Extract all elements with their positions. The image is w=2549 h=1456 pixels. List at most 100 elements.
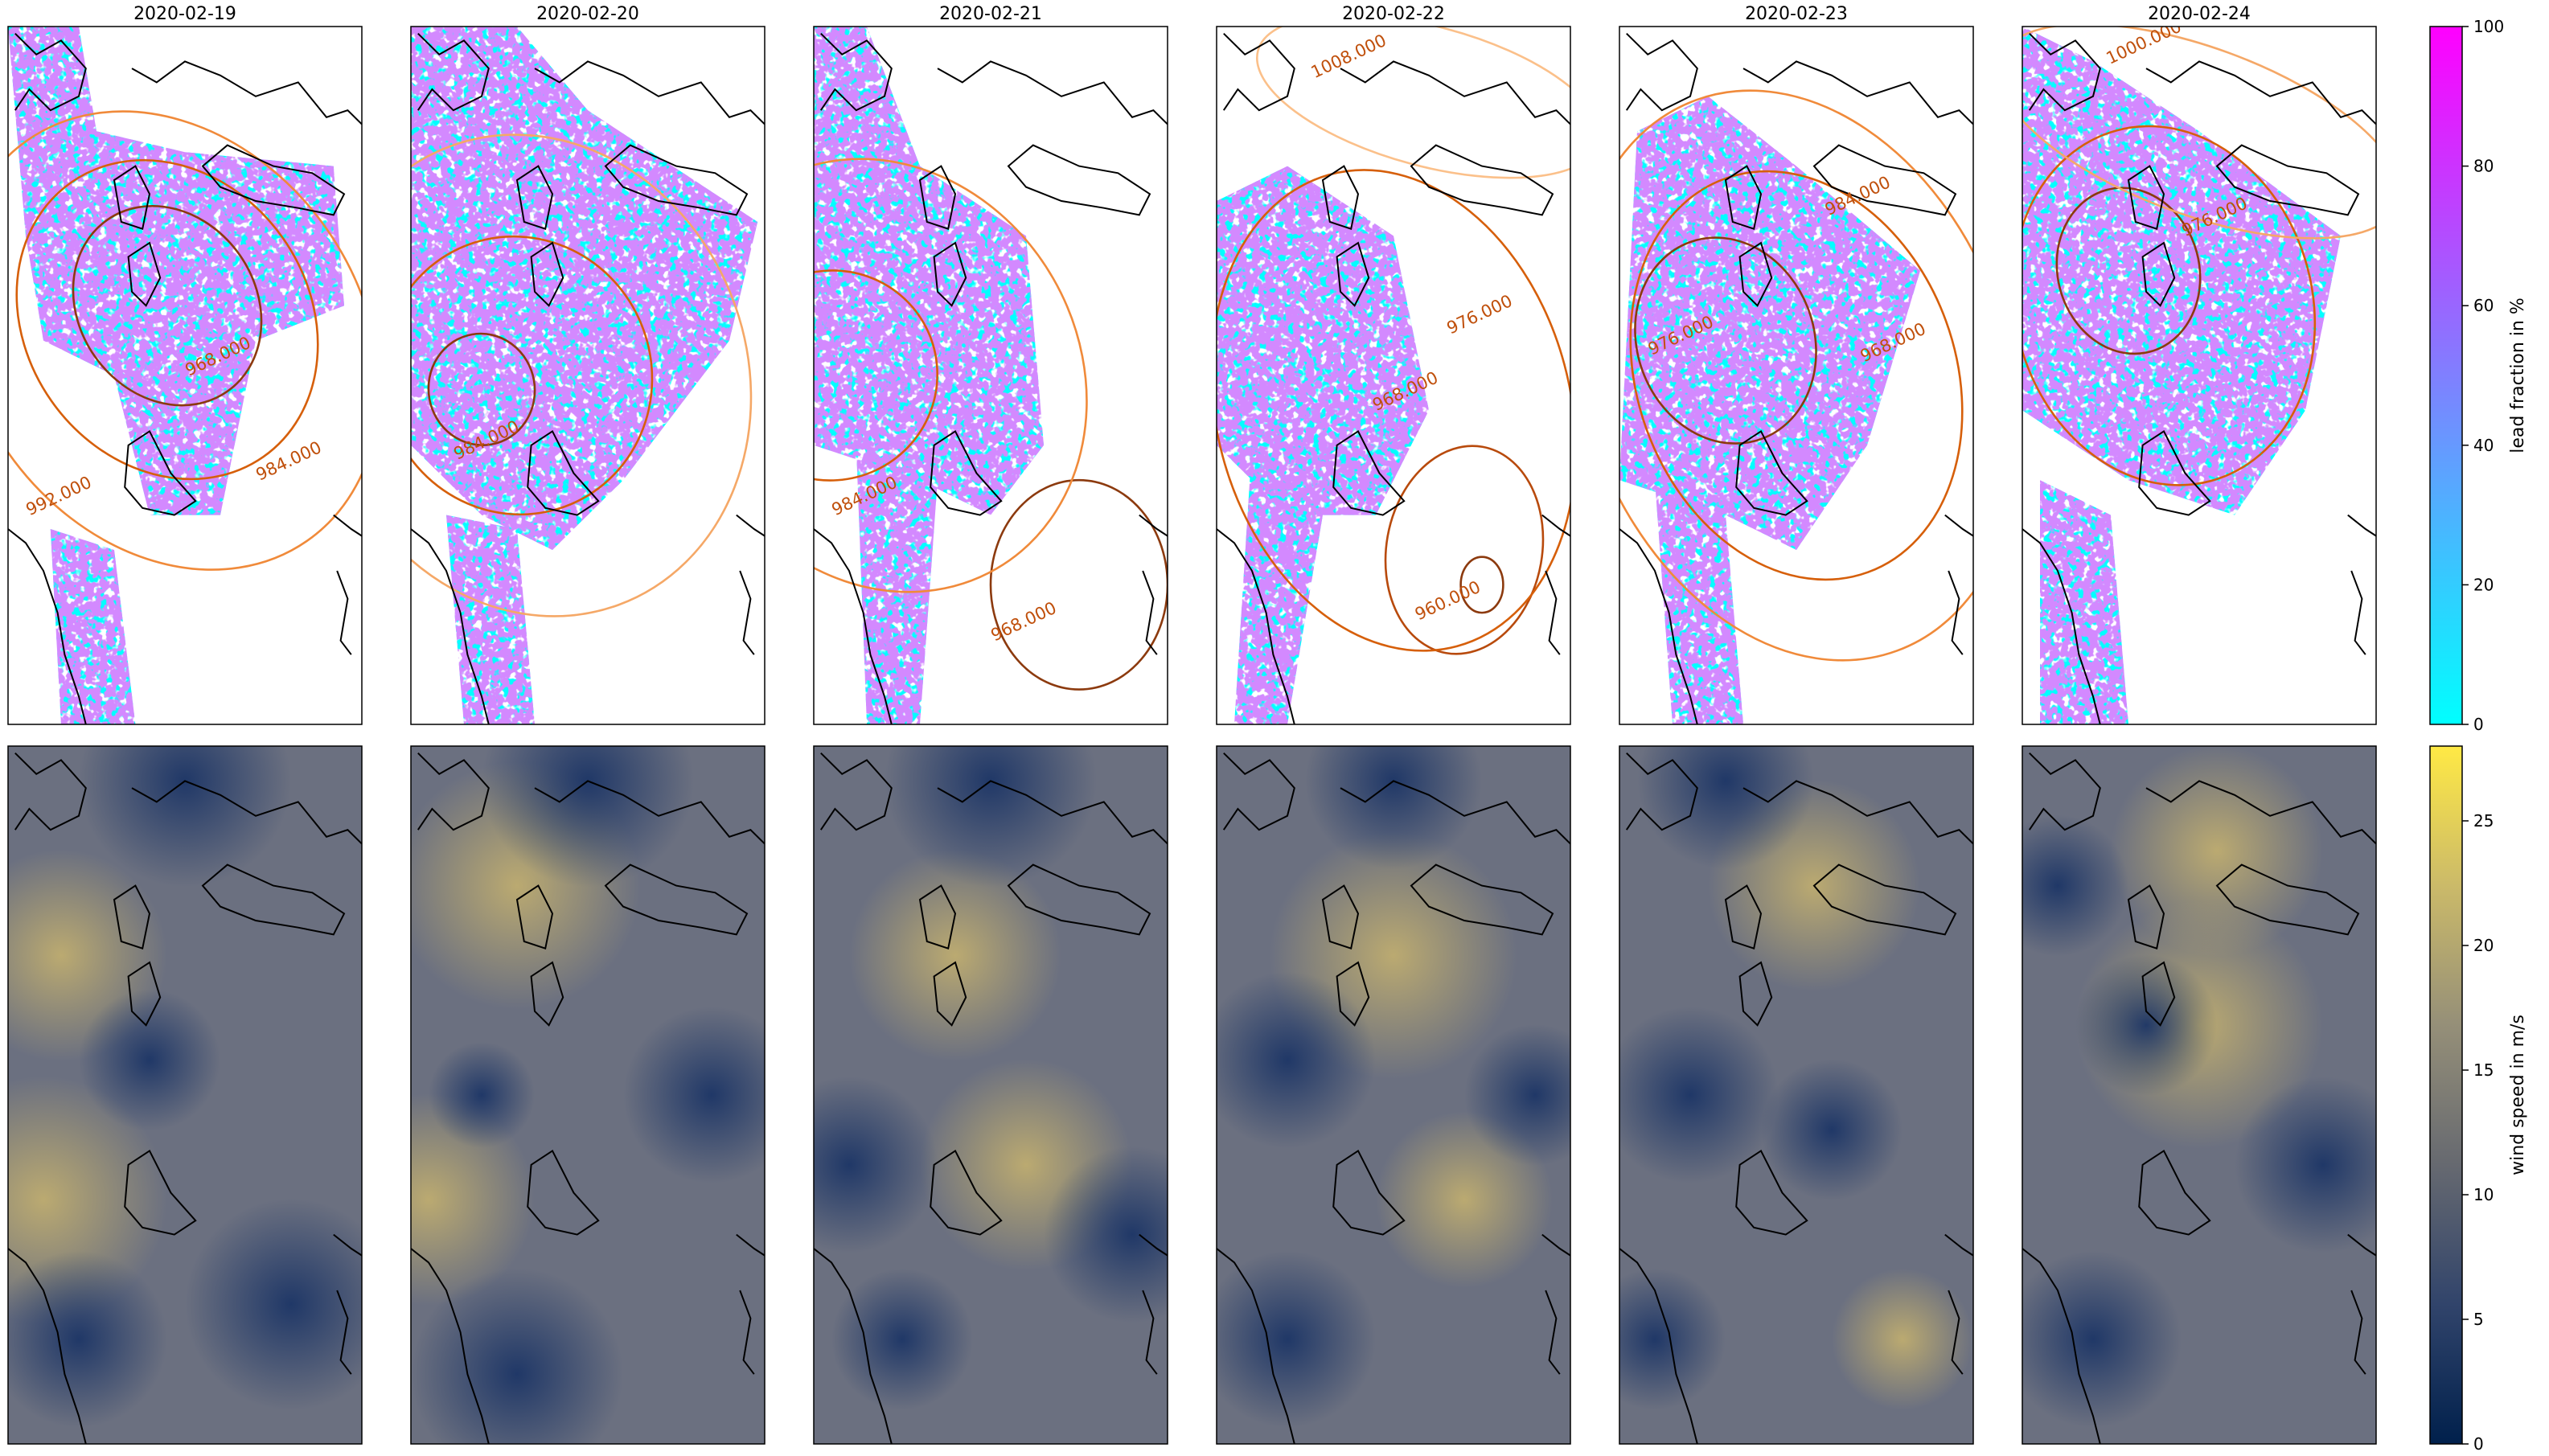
- low-wind-area: [411, 1268, 623, 1444]
- coastline: [814, 528, 893, 724]
- low-wind-area: [2022, 814, 2128, 957]
- coastline: [2215, 144, 2360, 216]
- isobar-contour: [427, 332, 536, 446]
- coastline: [1948, 570, 1964, 655]
- lead-fraction-high: [1234, 445, 1323, 724]
- low-wind-area: [185, 1198, 362, 1411]
- coastline: [127, 961, 162, 1027]
- lead-fraction-high: [856, 445, 938, 724]
- low-wind-area: [1217, 971, 1376, 1149]
- coastline: [1007, 863, 1151, 936]
- colorbar-tick-label: 10: [2473, 1185, 2494, 1204]
- low-wind-area: [482, 746, 694, 888]
- coastline: [1321, 884, 1360, 950]
- coastline: [739, 1290, 755, 1375]
- coastline: [1738, 241, 1773, 307]
- isobar-contour: [8, 110, 362, 571]
- coastline: [2028, 752, 2101, 831]
- coastline: [515, 884, 554, 950]
- coastline: [336, 570, 352, 655]
- colorbar-tick-label: 25: [2473, 811, 2494, 831]
- isobar-contour: [2055, 187, 2202, 355]
- coastline: [336, 1290, 352, 1375]
- coastline: [1948, 1290, 1964, 1375]
- panel-title: 2020-02-19: [133, 4, 236, 24]
- coastline: [604, 144, 749, 216]
- wind-panel-frame: [410, 745, 766, 1445]
- coastline: [814, 1248, 893, 1444]
- coastline: [1336, 961, 1370, 1027]
- coastline: [819, 752, 893, 831]
- coastline: [1625, 32, 1698, 112]
- lead-fraction-high: [1655, 480, 1743, 724]
- coastline: [411, 528, 490, 724]
- coastline: [819, 32, 893, 112]
- high-wind-area: [1832, 1268, 1973, 1410]
- lead-fraction-high: [2040, 480, 2128, 724]
- wind-panel: [813, 745, 1168, 1445]
- colorbar-tick-label: 20: [2473, 936, 2494, 955]
- low-wind-area: [2022, 1250, 2182, 1428]
- colorbar-tick-label: 0: [2473, 1434, 2484, 1454]
- lead-fraction-high: [814, 27, 1044, 515]
- coastline: [1139, 1233, 1168, 1257]
- coastline: [2350, 1290, 2366, 1375]
- coastline: [1738, 961, 1773, 1027]
- lead-panel: 984.000: [410, 26, 766, 725]
- colorbar-tick-label: 15: [2473, 1060, 2494, 1080]
- panel-title: 2020-02-22: [1342, 4, 1445, 24]
- coastline: [736, 1233, 765, 1257]
- colorbar-tick-label: 60: [2473, 296, 2494, 315]
- coastline: [2145, 60, 2376, 125]
- wind-panel: [7, 745, 363, 1445]
- coastline: [2347, 1233, 2376, 1257]
- coastline: [2347, 514, 2376, 537]
- coastline: [131, 60, 362, 125]
- coastline: [1742, 60, 1973, 125]
- wind-panel: [410, 745, 766, 1445]
- colorbar-tick-label: 0: [2473, 715, 2484, 734]
- coastline: [918, 165, 957, 231]
- low-wind-area: [2075, 954, 2217, 1097]
- lead-colorbar: 0 20 40 60 80 100 lead fraction in %: [2429, 17, 2528, 734]
- panel-title: 2020-02-20: [536, 4, 639, 24]
- coastline: [1545, 1290, 1561, 1375]
- coastline: [1812, 144, 1957, 216]
- coastline: [113, 165, 151, 231]
- coastline: [333, 1233, 362, 1257]
- coastline: [1619, 1248, 1698, 1444]
- coastline: [333, 514, 362, 537]
- isobar-contour: [1459, 556, 1504, 614]
- wind-panel-frame: [1216, 745, 1571, 1445]
- coastline: [930, 429, 1003, 516]
- low-wind-area: [2235, 1076, 2376, 1253]
- coastline: [411, 1248, 490, 1444]
- panel-title: 2020-02-21: [939, 4, 1042, 24]
- lead-fraction-high: [411, 27, 758, 550]
- coastline: [2215, 863, 2360, 936]
- isobar-contour: [15, 158, 319, 481]
- coastline: [527, 1149, 600, 1236]
- lead-fraction-high: [446, 515, 535, 724]
- coastline: [937, 60, 1168, 125]
- coastline: [739, 570, 755, 655]
- wind-panel: [1619, 745, 1974, 1445]
- coastline: [8, 1248, 87, 1444]
- coastline: [918, 884, 957, 950]
- coastline: [2141, 961, 2176, 1027]
- isobar-contour: [1634, 236, 1817, 445]
- wind-colorbar-label: wind speed in m/s: [2508, 1015, 2528, 1175]
- coastline: [201, 144, 346, 216]
- lead-fraction-row: 968.000984.000992.000984.000984.000968.0…: [7, 26, 2377, 725]
- coastline: [530, 241, 564, 307]
- coastline: [14, 752, 87, 831]
- panel-titles: 2020-02-19 2020-02-20 2020-02-21 2020-02-22…: [133, 4, 2251, 24]
- low-wind-area: [8, 1250, 167, 1428]
- coastline: [1410, 144, 1554, 216]
- wind-panel-frame: [813, 745, 1168, 1445]
- coastline: [527, 429, 600, 516]
